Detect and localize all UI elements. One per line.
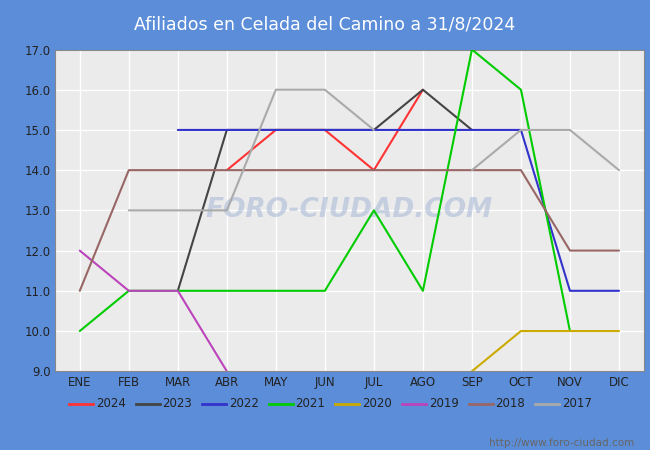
Text: FORO-CIUDAD.COM: FORO-CIUDAD.COM: [206, 198, 493, 223]
Text: 2023: 2023: [162, 397, 192, 410]
Text: 2018: 2018: [495, 397, 525, 410]
Text: 2024: 2024: [96, 397, 125, 410]
Text: http://www.foro-ciudad.com: http://www.foro-ciudad.com: [489, 438, 634, 448]
Text: 2021: 2021: [296, 397, 326, 410]
Text: 2022: 2022: [229, 397, 259, 410]
Text: 2020: 2020: [362, 397, 392, 410]
Text: 2019: 2019: [429, 397, 459, 410]
Text: Afiliados en Celada del Camino a 31/8/2024: Afiliados en Celada del Camino a 31/8/20…: [135, 16, 515, 34]
Text: 2017: 2017: [562, 397, 592, 410]
